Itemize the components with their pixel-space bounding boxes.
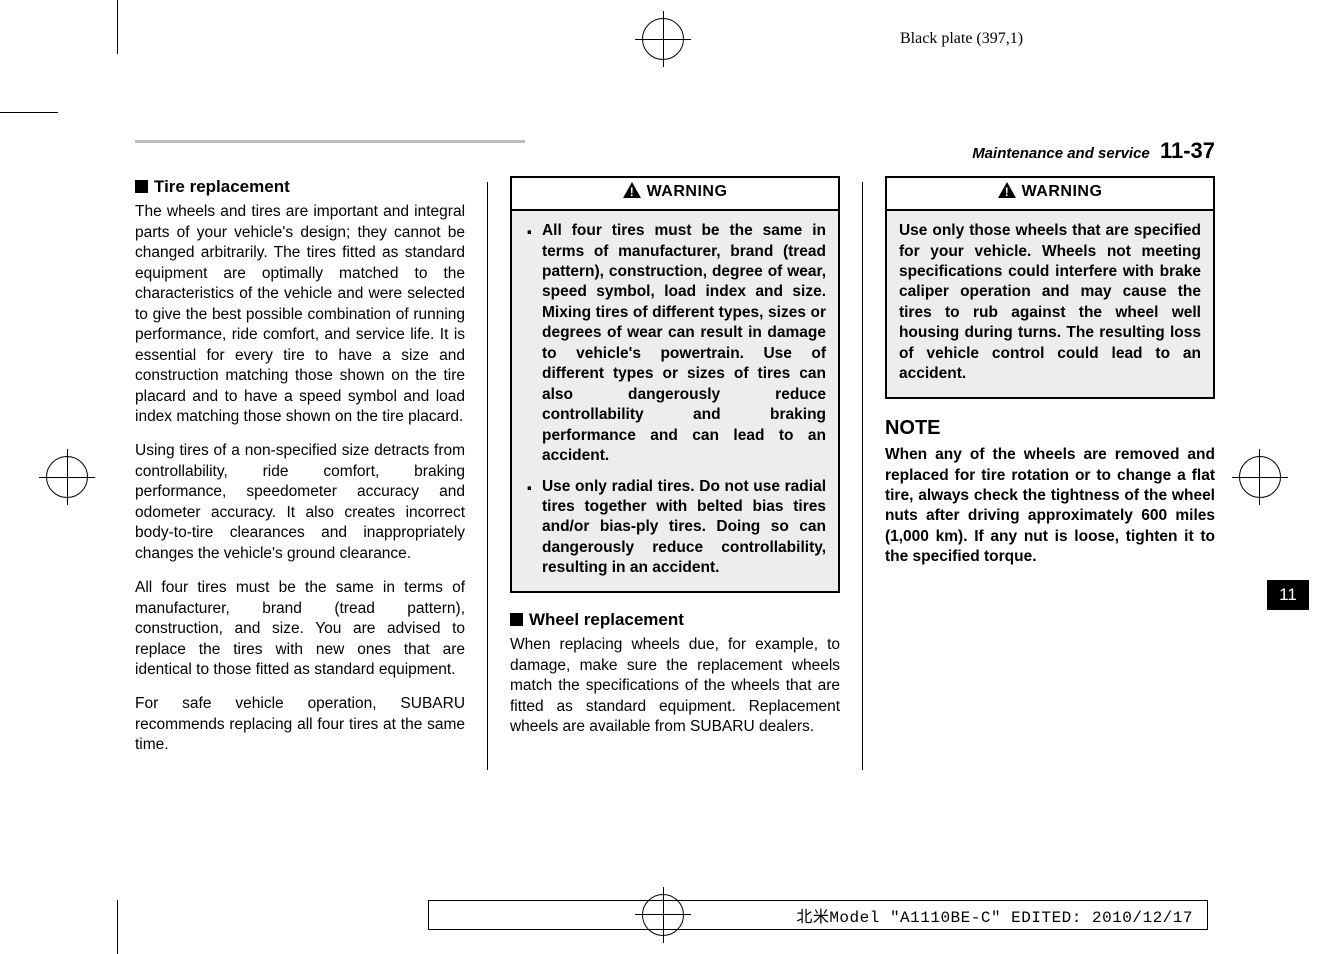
column-2: ! WARNING All four tires must be the sam… — [510, 176, 840, 770]
warning-title: ! WARNING — [512, 178, 838, 211]
warning-item: Use only radial tires. Do not use radial… — [524, 477, 826, 579]
registration-mark-icon — [1259, 449, 1260, 505]
header-rule — [135, 140, 525, 143]
crop-mark — [117, 900, 118, 954]
warning-item: All four tires must be the same in terms… — [524, 221, 826, 466]
registration-mark-icon — [1232, 477, 1288, 478]
warning-box: ! WARNING Use only those wheels that are… — [885, 176, 1215, 399]
crop-mark — [0, 112, 58, 113]
body-text: When replacing wheels due, for example, … — [510, 635, 840, 737]
warning-title-text: WARNING — [647, 183, 728, 200]
warning-triangle-icon: ! — [998, 182, 1016, 204]
warning-body: Use only those wheels that are specified… — [887, 211, 1213, 397]
page-number: 11-37 — [1160, 138, 1215, 163]
heading-wheel-replacement: Wheel replacement — [510, 609, 840, 631]
page-header: Maintenance and service 11-37 — [972, 138, 1215, 164]
chapter-tab: 11 — [1267, 580, 1309, 610]
footer-text: 北米Model "A1110BE-C" EDITED: 2010/12/17 — [796, 903, 1193, 927]
note-body: When any of the wheels are removed and r… — [885, 445, 1215, 568]
svg-text:!: ! — [629, 185, 634, 198]
heading-text: Wheel replacement — [529, 610, 684, 629]
square-bullet-icon — [510, 613, 523, 626]
body-text: All four tires must be the same in terms… — [135, 578, 465, 680]
registration-mark-icon — [663, 11, 664, 67]
column-1: Tire replacement The wheels and tires ar… — [135, 176, 465, 770]
heading-text: Tire replacement — [154, 177, 290, 196]
warning-box: ! WARNING All four tires must be the sam… — [510, 176, 840, 593]
warning-body: All four tires must be the same in terms… — [512, 211, 838, 591]
heading-tire-replacement: Tire replacement — [135, 176, 465, 198]
body-text: For safe vehicle operation, SUBARU recom… — [135, 694, 465, 755]
body-text: Using tires of a non-specified size detr… — [135, 441, 465, 564]
crop-mark — [117, 0, 118, 54]
warning-title: ! WARNING — [887, 178, 1213, 211]
warning-title-text: WARNING — [1022, 183, 1103, 200]
svg-text:!: ! — [1004, 185, 1009, 198]
warning-triangle-icon: ! — [623, 182, 641, 204]
footer: 北米Model "A1110BE-C" EDITED: 2010/12/17 — [428, 900, 1208, 930]
column-separator — [487, 182, 488, 770]
note-heading: NOTE — [885, 415, 1215, 441]
column-3: ! WARNING Use only those wheels that are… — [885, 176, 1215, 770]
body-text: The wheels and tires are important and i… — [135, 202, 465, 427]
square-bullet-icon — [135, 180, 148, 193]
section-title: Maintenance and service — [972, 145, 1150, 162]
registration-mark-icon — [67, 449, 68, 505]
plate-label: Black plate (397,1) — [900, 30, 1023, 48]
column-separator — [862, 182, 863, 770]
